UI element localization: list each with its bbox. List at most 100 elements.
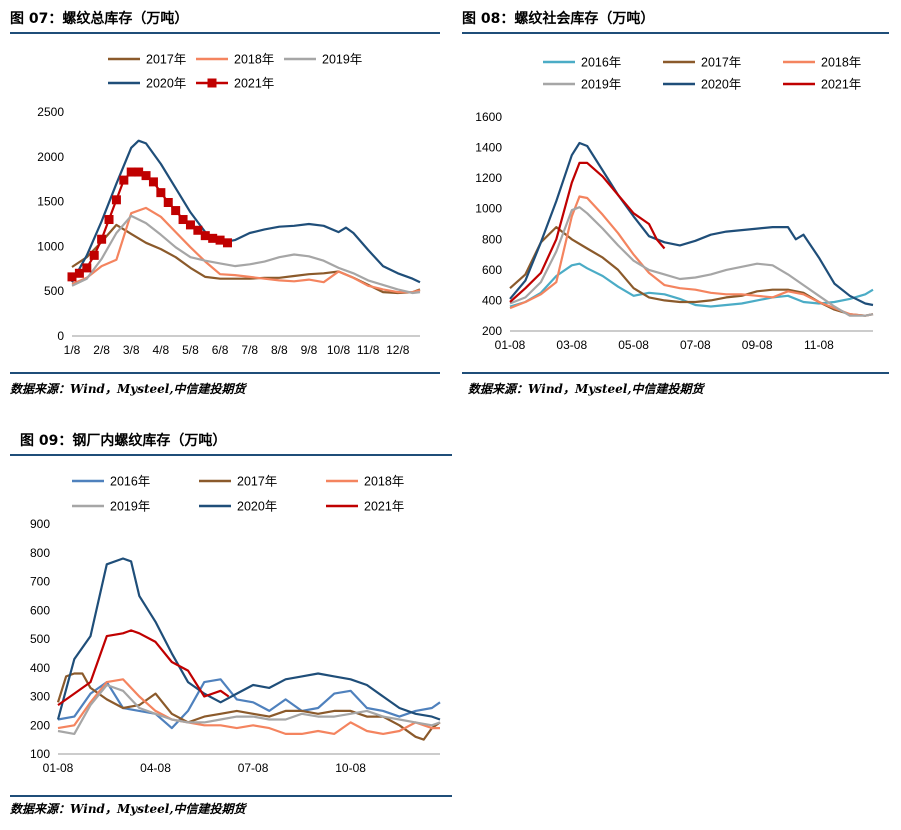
x-tick-label: 2/8 xyxy=(93,343,110,357)
series-line-2019年 xyxy=(57,683,441,735)
chart-svg-total-inventory: 0 500 1000 1500 2000 2500 1/8 2/8 3/8 4/8 5/8 6/8 7/… xyxy=(37,53,421,357)
data-point-marker xyxy=(134,167,144,177)
y-tick-label: 200 xyxy=(30,718,50,732)
data-point-marker xyxy=(141,171,151,181)
x-tick-label: 4/8 xyxy=(153,343,170,357)
x-tick-label: 12/8 xyxy=(386,343,410,357)
series-line-2021年 xyxy=(57,629,230,706)
chart-title: 图 08：螺纹社会库存（万吨） xyxy=(462,11,655,27)
x-tick-label: 11-08 xyxy=(804,338,834,352)
y-tick-label: 1500 xyxy=(37,195,64,209)
data-point-marker xyxy=(200,231,210,241)
legend-label: 2020年 xyxy=(237,500,277,514)
x-tick-label: 03-08 xyxy=(556,338,587,352)
legend-label: 2020年 xyxy=(701,78,741,92)
data-point-marker xyxy=(222,238,232,248)
series-line-2016年 xyxy=(509,262,874,308)
legend-label: 2019年 xyxy=(110,500,150,514)
x-tick-label: 3/8 xyxy=(123,343,140,357)
legend-label: 2020年 xyxy=(146,77,186,91)
data-point-marker xyxy=(148,177,158,187)
series-line-2019年 xyxy=(509,206,874,317)
chart-svg-mill-inventory: 100 200 300 400 500 600 700 800 900 01-08 04-08 07-… xyxy=(30,475,441,775)
y-tick-label: 2000 xyxy=(37,150,64,164)
y-tick-label: 500 xyxy=(44,284,64,298)
data-point-marker xyxy=(156,188,166,198)
chart-title: 图 09：钢厂内螺纹库存（万吨） xyxy=(20,433,227,449)
series-line-2020年 xyxy=(71,139,421,284)
x-tick-label: 01-08 xyxy=(43,761,74,775)
data-point-marker xyxy=(185,220,195,230)
legend-label: 2018年 xyxy=(364,475,404,489)
title-rule xyxy=(10,32,440,34)
x-tick-label: 1/8 xyxy=(64,343,81,357)
x-tick-label: 10/8 xyxy=(327,343,351,357)
y-tick-label: 2500 xyxy=(37,105,64,119)
x-tick-label: 7/8 xyxy=(241,343,258,357)
y-tick-label: 600 xyxy=(30,603,50,617)
data-point-marker xyxy=(97,234,107,244)
y-tick-label: 900 xyxy=(30,517,50,531)
legend-marker xyxy=(207,78,217,88)
x-tick-label: 9/8 xyxy=(301,343,318,357)
y-tick-label: 1600 xyxy=(475,110,502,124)
y-tick-label: 400 xyxy=(30,661,50,675)
chart-svg-social-inventory: 200 400 600 800 1000 1200 1400 1600 01-08 03-08 05… xyxy=(475,56,874,352)
x-tick-label: 07-08 xyxy=(238,761,269,775)
legend-label: 2021年 xyxy=(364,500,404,514)
x-tick-label: 8/8 xyxy=(271,343,288,357)
series-line-2017年 xyxy=(56,672,441,741)
y-tick-label: 200 xyxy=(482,324,502,338)
data-point-marker xyxy=(104,215,114,225)
data-point-marker xyxy=(67,272,77,282)
y-tick-label: 400 xyxy=(482,293,502,307)
x-tick-label: 6/8 xyxy=(212,343,229,357)
x-tick-label: 11/8 xyxy=(357,343,380,357)
data-point-marker xyxy=(119,175,129,185)
legend-label: 2016年 xyxy=(581,56,621,70)
y-tick-label: 1000 xyxy=(37,239,64,253)
data-point-marker xyxy=(111,195,121,205)
series-line-2020年 xyxy=(56,557,441,721)
x-tick-label: 5/8 xyxy=(182,343,199,357)
source-rule xyxy=(10,795,452,797)
data-point-marker xyxy=(74,268,84,278)
y-tick-label: 700 xyxy=(30,575,50,589)
y-tick-label: 300 xyxy=(30,690,50,704)
x-tick-label: 09-08 xyxy=(742,338,773,352)
series-line-2021年 xyxy=(509,161,666,303)
legend-label: 2017年 xyxy=(701,56,741,70)
legend-label: 2018年 xyxy=(821,56,861,70)
y-tick-label: 1400 xyxy=(475,141,502,155)
title-rule xyxy=(462,32,889,34)
data-point-marker xyxy=(193,225,203,235)
series-line-2018年 xyxy=(71,206,421,294)
y-tick-label: 0 xyxy=(57,329,64,343)
title-rule xyxy=(10,454,452,456)
series-line-2020年 xyxy=(509,141,874,307)
y-tick-label: 500 xyxy=(30,632,50,646)
source-rule xyxy=(10,372,440,374)
legend-label: 2021年 xyxy=(234,77,274,91)
series-line-2018年 xyxy=(57,678,440,735)
data-point-marker xyxy=(163,197,173,207)
x-tick-label: 04-08 xyxy=(140,761,171,775)
data-point-marker xyxy=(215,235,225,245)
y-tick-label: 1200 xyxy=(475,171,502,185)
chart-title: 图 07：螺纹总库存（万吨） xyxy=(10,11,189,27)
legend-label: 2017年 xyxy=(146,53,186,67)
source-note: 数据来源：Wind，Mysteel,中信建投期货 xyxy=(10,382,246,396)
y-tick-label: 600 xyxy=(482,263,502,277)
series-line-2019年 xyxy=(71,214,421,295)
y-tick-label: 800 xyxy=(482,232,502,246)
y-tick-label: 1000 xyxy=(475,202,502,216)
data-point-marker xyxy=(178,215,188,225)
y-tick-label: 800 xyxy=(30,546,50,560)
source-note: 数据来源：Wind，Mysteel,中信建投期货 xyxy=(10,802,246,816)
data-point-marker xyxy=(208,233,218,243)
data-point-marker xyxy=(126,167,136,177)
legend-label: 2019年 xyxy=(322,53,362,67)
legend-label: 2021年 xyxy=(821,78,861,92)
x-tick-label: 07-08 xyxy=(680,338,711,352)
data-point-marker xyxy=(82,263,92,273)
